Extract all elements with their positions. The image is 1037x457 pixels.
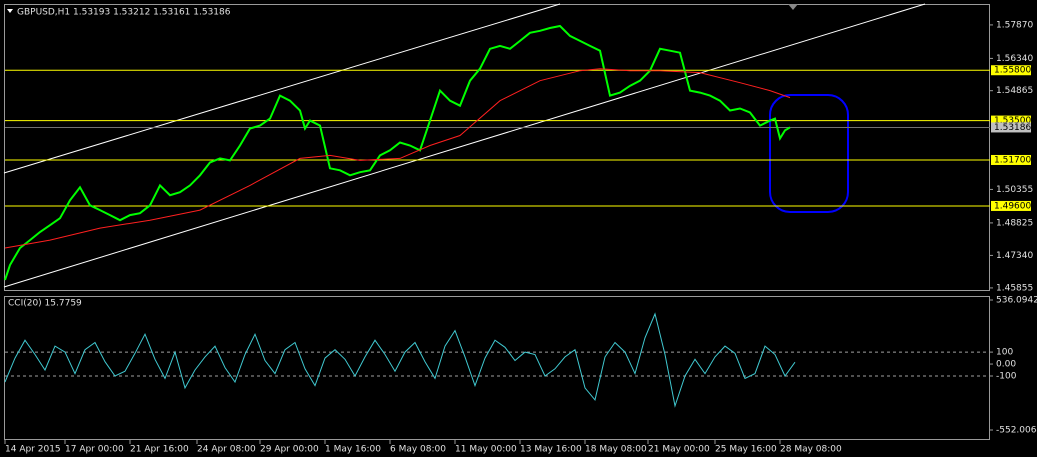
y-tick-label: 1.50355 [996, 185, 1033, 195]
price-level-label: 1.55800 [994, 66, 1031, 76]
highlight-box [769, 94, 849, 213]
price-level-tag [991, 115, 1031, 126]
menu-arrow [7, 9, 13, 13]
y-tick-label: 536.0942 [996, 296, 1037, 306]
price-level-label: 1.49600 [994, 201, 1031, 211]
price-level-tag [991, 154, 1031, 165]
x-tick-label: 11 May 00:00 [455, 445, 517, 455]
cci-frame [4, 296, 990, 440]
x-tick-label: 28 May 08:00 [780, 445, 842, 455]
x-tick-label: 29 Apr 00:00 [260, 445, 319, 455]
last-price-tag [991, 122, 1031, 133]
y-tick-label: 1.45855 [996, 283, 1033, 293]
y-tick-label: 1.47340 [996, 251, 1033, 261]
series-line [4, 312, 796, 408]
y-tick-label: -100 [996, 371, 1017, 381]
y-tick-label: 1.54865 [996, 86, 1033, 96]
price-level-label: 1.51700 [994, 155, 1031, 165]
shift-marker [788, 4, 798, 10]
price-level-tag [991, 65, 1031, 76]
y-tick-label: -552.0064 [996, 426, 1037, 436]
x-tick-label: 13 May 16:00 [520, 445, 582, 455]
series-line [4, 24, 791, 281]
last-price-label: 1.53186 [994, 123, 1031, 133]
chart-title: GBPUSD,H1 1.53193 1.53212 1.53161 1.5318… [17, 8, 231, 18]
price-frame [4, 4, 990, 291]
plot-layer: 1.57870 1.56340 1.54865 1.50355 1.48825 1.473… [4, 20, 1037, 455]
y-tick-label: 1.48825 [996, 218, 1033, 228]
series-line [4, 68, 791, 249]
price-level-tag [991, 200, 1031, 211]
x-tick-label: 21 Apr 16:00 [130, 445, 189, 455]
price-level-label: 1.53500 [994, 116, 1031, 126]
x-tick-label: 6 May 08:00 [390, 445, 446, 455]
x-tick-label: 17 Apr 00:00 [65, 445, 124, 455]
cci-title: CCI(20) 15.7759 [8, 299, 82, 309]
channel-lower [3, 3, 926, 288]
x-tick-label: 24 Apr 08:00 [197, 445, 256, 455]
y-tick-label: 100 [996, 348, 1013, 358]
y-tick-label: 1.57870 [996, 20, 1033, 30]
x-tick-label: 1 May 16:00 [325, 445, 381, 455]
y-tick-label: 0.00 [996, 360, 1016, 370]
x-tick-label: 14 Apr 2015 [5, 445, 61, 455]
x-tick-label: 18 May 08:00 [585, 445, 647, 455]
channel-upper [3, 3, 561, 174]
x-tick-label: 25 May 16:00 [715, 445, 777, 455]
x-tick-label: 21 May 00:00 [648, 445, 710, 455]
y-tick-label: 1.56340 [996, 54, 1033, 64]
